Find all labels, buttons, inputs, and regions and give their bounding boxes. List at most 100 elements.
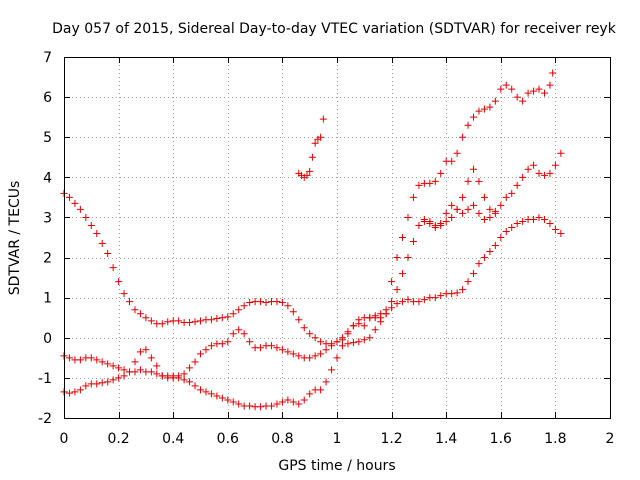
data-point-sat-b (218, 340, 226, 348)
data-point-sat-b (224, 338, 232, 346)
data-point-sat-a (311, 334, 319, 342)
data-point-sat-b (240, 330, 248, 338)
data-point-sat-b (344, 340, 352, 348)
data-point-sat-c (338, 342, 346, 350)
x-tick-label: 0.4 (162, 431, 184, 447)
data-point-sat-b (480, 193, 488, 201)
data-point-sat-e (448, 201, 456, 209)
data-point-sat-a (415, 298, 423, 306)
data-point-sat-b (295, 352, 303, 360)
data-point-sat-b (333, 338, 341, 346)
data-point-sat-a (197, 317, 204, 325)
data-point-sat-a (235, 306, 243, 314)
data-point-sat-b (448, 213, 456, 221)
data-point-sat-b (273, 344, 281, 352)
data-point-sat-c (546, 81, 554, 89)
data-point-sat-c (322, 378, 330, 386)
data-point-sat-c (317, 386, 325, 394)
data-point-sat-a (120, 290, 128, 298)
data-point-sat-e (426, 219, 434, 227)
data-point-sat-e (475, 209, 483, 217)
data-point-sat-b (513, 181, 521, 189)
data-point-sat-e (486, 213, 494, 221)
data-point-sat-b (109, 376, 117, 384)
data-point-sat-b (486, 205, 494, 213)
data-point-sat-e (480, 215, 488, 223)
data-point-sat-d (308, 153, 316, 161)
data-point-sat-a (278, 298, 286, 306)
data-point-sat-b (98, 379, 106, 387)
data-point-sat-b (557, 149, 565, 157)
data-point-sat-c (136, 366, 144, 374)
data-point-sat-c (87, 354, 95, 362)
data-point-sat-c (437, 169, 445, 177)
data-point-sat-b (131, 358, 139, 366)
data-point-sat-b (186, 364, 194, 372)
data-points (60, 69, 565, 411)
data-point-sat-a (404, 296, 412, 304)
data-point-sat-a (513, 219, 521, 227)
data-point-sat-b (404, 254, 412, 262)
data-point-sat-c (530, 87, 538, 95)
data-point-sat-a (546, 219, 554, 227)
data-point-sat-b (284, 348, 292, 356)
data-point-sat-c (131, 368, 139, 376)
data-point-sat-a (480, 254, 488, 262)
data-point-sat-c (415, 181, 423, 189)
data-point-sat-c (540, 89, 548, 97)
data-point-sat-c (491, 97, 499, 105)
data-point-sat-b (371, 326, 379, 334)
data-point-sat-c (229, 398, 237, 406)
data-point-sat-b (470, 165, 477, 173)
data-point-sat-c (273, 400, 281, 408)
x-tick-label: 0.6 (217, 431, 239, 447)
data-point-sat-c (360, 322, 368, 330)
data-point-sat-c (464, 121, 472, 129)
x-tick-label: 0.2 (107, 431, 129, 447)
data-point-sat-c (448, 157, 456, 165)
data-point-sat-a (104, 250, 112, 258)
data-point-sat-b (464, 177, 472, 185)
plot-frame (64, 57, 611, 419)
data-point-sat-b (311, 352, 319, 360)
data-point-sat-a (164, 318, 172, 326)
data-point-sat-b (442, 217, 450, 225)
data-point-sat-b (508, 189, 516, 197)
data-point-sat-b (409, 238, 417, 246)
data-point-sat-b (415, 221, 423, 229)
data-point-sat-d (303, 171, 311, 179)
data-point-sat-b (393, 286, 401, 294)
data-point-sat-b (289, 350, 297, 358)
data-point-sat-c (366, 314, 374, 322)
x-tick-label: 2 (606, 431, 615, 447)
data-point-sat-c (502, 81, 510, 89)
data-point-sat-c (377, 314, 385, 322)
data-point-sat-c (549, 69, 557, 77)
data-point-sat-a (142, 314, 150, 322)
data-point-sat-c (224, 396, 232, 404)
data-point-sat-a (158, 320, 166, 328)
x-tick-label: 0 (60, 431, 69, 447)
data-point-sat-c (289, 398, 297, 406)
y-tick-label: 3 (43, 210, 52, 226)
data-point-sat-b (136, 348, 144, 356)
data-point-sat-b (497, 201, 505, 209)
data-point-sat-e (470, 201, 477, 209)
data-point-sat-b (328, 342, 336, 350)
data-point-sat-a (126, 298, 134, 306)
data-point-sat-b (104, 378, 112, 386)
data-point-sat-a (317, 338, 325, 346)
data-point-sat-a (240, 302, 248, 310)
data-point-sat-b (153, 362, 161, 370)
data-point-sat-c (470, 113, 477, 121)
y-tick-label: 1 (43, 291, 52, 307)
data-point-sat-c (431, 177, 439, 185)
data-point-sat-c (393, 254, 401, 262)
data-point-sat-b (322, 346, 330, 354)
data-point-sat-c (284, 396, 292, 404)
data-point-sat-a (224, 313, 232, 321)
data-point-sat-a (115, 278, 123, 286)
data-point-sat-a (551, 225, 559, 233)
x-tick-label: 1.6 (490, 431, 512, 447)
data-point-sat-a (530, 215, 538, 223)
